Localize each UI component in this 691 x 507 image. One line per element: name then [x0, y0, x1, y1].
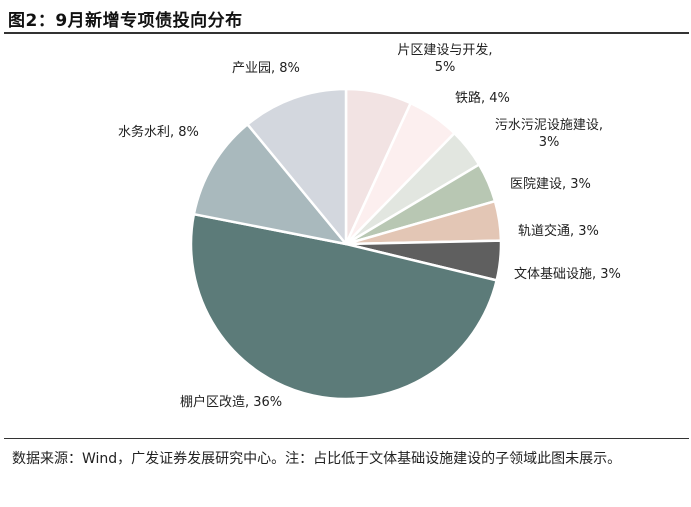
pie-label-9: 产业园, 8% [232, 61, 300, 76]
pie-label-6: 文体基础设施, 3% [514, 267, 621, 282]
pie-label-4: 医院建设, 3% [510, 177, 591, 192]
pie-labels: 片区建设与开发, 5% 铁路, 4% 污水污泥设施建设, 3% 医院建设, 3% 轨道交通,… [118, 42, 621, 410]
pie-slice-8 [192, 123, 348, 246]
pie-label-5: 轨道交通, 3% [518, 223, 599, 239]
pie-label-7: 棚户区改造, 36% [180, 394, 282, 410]
pie-label-2: 铁路, 4% [455, 90, 510, 106]
pie-slice-9 [246, 87, 348, 246]
pie-slice-7 [189, 212, 498, 401]
figure-title: 图2：9月新增专项债投向分布 [8, 11, 243, 31]
pie-label-3: 污水污泥设施建设, 3% [495, 118, 603, 150]
pie-chart: 片区建设与开发, 5% 铁路, 4% 污水污泥设施建设, 3% 医院建设, 3% 轨道交通,… [118, 42, 621, 410]
pie-label-8: 水务水利, 8% [118, 124, 199, 140]
top-rule [4, 32, 689, 34]
pie-label-1: 片区建设与开发, 5% [397, 42, 492, 75]
bottom-rule [4, 438, 689, 439]
source-note: 数据来源：Wind，广发证券发展研究中心。注：占比低于文体基础设施建设的子领域此… [12, 451, 622, 467]
pie-slices [189, 87, 503, 401]
